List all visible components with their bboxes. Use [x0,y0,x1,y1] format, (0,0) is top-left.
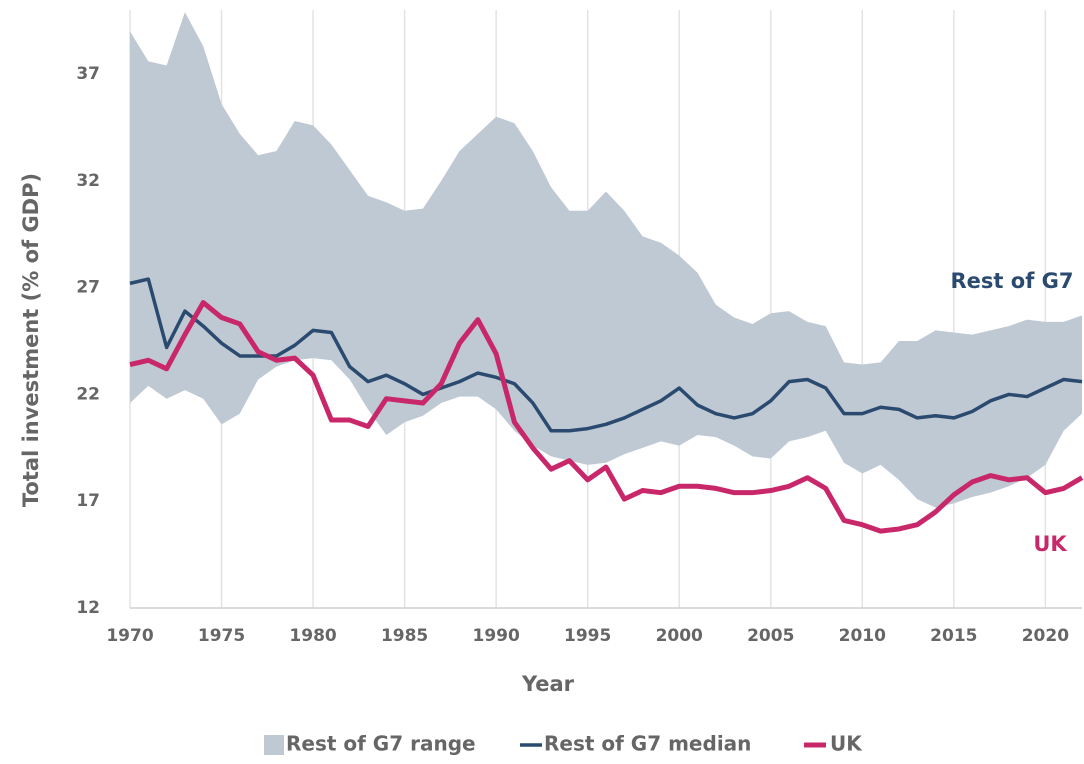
legend-label: Rest of G7 range [286,732,476,756]
x-tick-label: 2010 [839,626,886,646]
x-tick-label: 1985 [381,626,428,646]
y-tick-label: 22 [76,384,100,404]
x-tick-label: 2000 [656,626,703,646]
y-tick-label: 27 [76,278,100,298]
x-tick-label: 2005 [747,626,794,646]
x-tick-label: 1990 [472,626,519,646]
y-tick-label: 32 [76,171,100,191]
x-tick-label: 1970 [106,626,153,646]
x-tick-label: 2015 [930,626,977,646]
y-tick-label: 37 [76,64,100,84]
x-tick-label: 1995 [564,626,611,646]
legend-label: UK [830,732,863,756]
range-band [130,12,1082,508]
series-line [129,300,1084,534]
y-axis-label: Total investment (% of GDP) [19,173,43,507]
x-tick-label: 2020 [1022,626,1069,646]
annotation: UK [1033,532,1067,556]
annotation: Rest of G7 [951,269,1074,293]
y-tick-label: 17 [76,491,100,511]
legend-label: Rest of G7 median [544,732,751,756]
legend-swatch [264,735,284,755]
y-tick-label: 12 [76,598,100,618]
x-tick-label: 1975 [198,626,245,646]
x-tick-label: 1980 [289,626,336,646]
x-axis-label: Year [521,672,575,696]
series-line [129,277,1083,433]
